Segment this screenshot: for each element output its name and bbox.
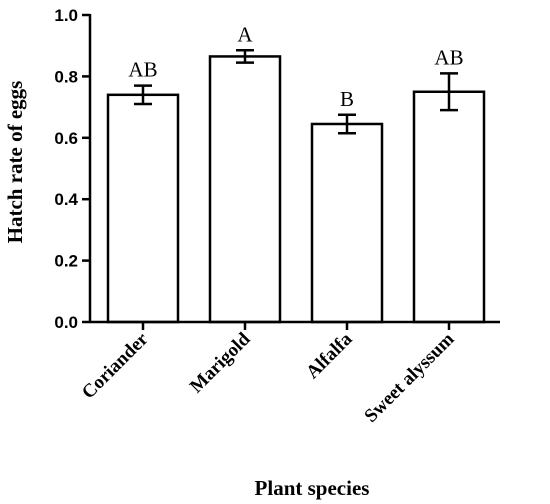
significance-label: AB	[434, 45, 463, 69]
bars-group	[106, 55, 486, 324]
y-tick-label: 0.0	[54, 313, 78, 332]
bar-marigold	[208, 55, 282, 324]
y-tick-label: 0.6	[54, 129, 78, 148]
significance-label: AB	[128, 58, 157, 82]
y-tick-label: 0.2	[54, 252, 78, 271]
significance-label: B	[340, 87, 354, 111]
x-category-label: Sweet alyssum	[360, 329, 458, 427]
x-axis: Coriander Marigold Alfalfa Sweet alyssum	[78, 320, 500, 427]
x-category-label: Alfalfa	[302, 328, 357, 383]
y-axis: 0.0 0.2 0.4 0.6 0.8 1.0	[54, 6, 92, 332]
significance-label: A	[237, 22, 253, 46]
y-axis-title: Hatch rate of eggs	[3, 81, 27, 244]
bar-alfalfa	[310, 122, 384, 324]
bar-coriander	[106, 93, 180, 324]
x-axis-title: Plant species	[255, 476, 370, 500]
y-tick-label: 1.0	[54, 6, 78, 25]
error-bars-group	[134, 49, 458, 135]
x-category-label: Marigold	[186, 328, 255, 397]
y-tick-label: 0.4	[54, 190, 78, 209]
bar-sweet-alyssum	[412, 90, 486, 324]
y-tick-label: 0.8	[54, 67, 78, 86]
x-category-label: Coriander	[78, 328, 153, 403]
